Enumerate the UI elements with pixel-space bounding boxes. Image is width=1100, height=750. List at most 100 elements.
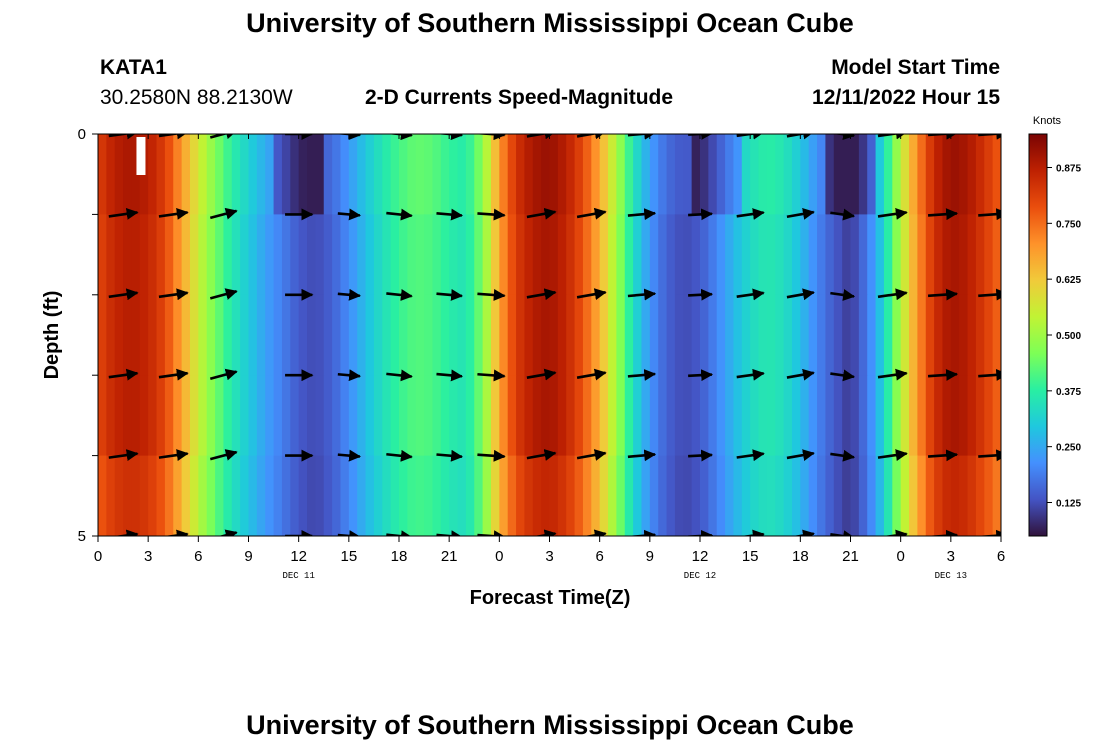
- x-tick-label: 21: [441, 548, 458, 565]
- colorbar-gradient: [1028, 133, 1048, 537]
- heatmap-cell: [691, 294, 701, 376]
- heatmap-cell: [524, 294, 534, 376]
- heatmap-cell: [189, 294, 199, 376]
- heatmap-cell: [482, 375, 492, 457]
- current-arrow: [158, 134, 189, 140]
- heatmap-cell: [934, 455, 944, 536]
- heatmap-cell: [967, 375, 977, 457]
- heatmap-cell: [340, 134, 350, 215]
- heatmap-cell: [415, 214, 425, 296]
- heatmap-cell: [173, 455, 183, 536]
- heatmap-cell: [240, 214, 250, 296]
- heatmap-cell: [415, 455, 425, 536]
- heatmap-cell: [900, 134, 910, 215]
- heatmap-cell: [783, 375, 793, 457]
- heatmap-cell: [164, 134, 174, 215]
- x-tick-label: 0: [495, 548, 503, 565]
- heatmap-cell: [516, 134, 526, 215]
- heatmap-cell: [649, 455, 659, 536]
- heatmap-cell: [139, 294, 149, 376]
- heatmap-cell: [407, 294, 417, 376]
- current-arrow: [576, 449, 607, 461]
- current-arrow: [337, 134, 362, 140]
- heatmap-cell: [708, 294, 718, 376]
- heatmap-cell: [457, 455, 467, 536]
- current-arrow: [108, 207, 139, 220]
- current-arrow: [688, 449, 714, 462]
- heatmap-cell: [975, 294, 985, 376]
- heatmap-cell: [290, 455, 300, 536]
- heatmap-cell: [323, 455, 333, 536]
- heatmap-cell: [867, 375, 877, 457]
- heatmap-cell: [925, 294, 935, 376]
- heatmap-cell: [139, 455, 149, 536]
- heatmap-cell: [641, 375, 651, 457]
- heatmap-cell: [700, 214, 709, 296]
- heatmap-cell: [373, 455, 383, 536]
- heatmap-cell: [323, 294, 333, 376]
- heatmap-cell: [900, 375, 910, 457]
- heatmap-cell: [490, 375, 500, 457]
- heatmap-cell: [298, 214, 308, 296]
- current-arrow: [627, 134, 657, 140]
- heatmap-cell: [164, 375, 174, 457]
- heatmap-cell: [357, 134, 367, 215]
- heatmap-cell: [608, 375, 617, 457]
- current-arrow: [627, 529, 657, 536]
- heatmap-cell: [967, 214, 977, 296]
- current-arrow: [627, 449, 657, 462]
- heatmap-cell: [766, 214, 776, 296]
- x-tick-label: 3: [947, 548, 955, 565]
- heatmap-cell: [674, 455, 684, 536]
- heatmap-cell: [240, 134, 250, 215]
- heatmap-cell: [708, 455, 718, 536]
- heatmap-cell: [683, 294, 693, 376]
- heatmap-cell: [975, 375, 985, 457]
- heatmap-cell: [950, 375, 960, 457]
- current-arrow: [113, 529, 139, 536]
- surface-gap-marker: [136, 137, 146, 175]
- heatmap-cell: [340, 294, 350, 376]
- heatmap-cell: [825, 214, 835, 296]
- heatmap-cell: [808, 455, 818, 536]
- current-arrow: [337, 288, 362, 301]
- heatmap-cell: [490, 214, 500, 296]
- heatmap-cell: [106, 455, 116, 536]
- heatmap-cell: [323, 134, 333, 215]
- heatmap-cell: [499, 214, 509, 296]
- heatmap-cell: [465, 294, 475, 376]
- current-arrow: [337, 208, 362, 221]
- current-arrow: [477, 134, 506, 141]
- heatmap-cell: [666, 134, 676, 215]
- heatmap-cell: [758, 375, 768, 457]
- x-tick-label: 15: [340, 548, 357, 565]
- heatmap-cell: [307, 455, 316, 536]
- heatmap-cell: [892, 375, 902, 457]
- heatmap-cell: [633, 214, 643, 296]
- heatmap-cell: [557, 294, 567, 376]
- heatmap-cell: [315, 375, 325, 457]
- heatmap-cell: [750, 294, 760, 376]
- x-tick-label: 12: [692, 548, 709, 565]
- heatmap-cell: [315, 455, 325, 536]
- current-arrow: [526, 207, 557, 220]
- heatmap-cell: [365, 214, 375, 296]
- heatmap-cell: [758, 294, 768, 376]
- current-arrow: [337, 369, 362, 382]
- heatmap-cell: [499, 375, 509, 457]
- x-tick-label: 12: [290, 548, 307, 565]
- heatmap-cell: [365, 294, 375, 376]
- heatmap-cell: [775, 375, 785, 457]
- heatmap-cell: [549, 375, 559, 457]
- heatmap-cell: [248, 134, 258, 215]
- heatmap-cell: [582, 294, 592, 376]
- heatmap-cell: [164, 294, 174, 376]
- heatmap-cell: [658, 134, 668, 215]
- heatmap-cell: [817, 455, 827, 536]
- heatmap-cell: [532, 214, 542, 296]
- heatmap-cell: [708, 134, 718, 215]
- heatmap-cell: [281, 214, 291, 296]
- current-arrow: [436, 449, 464, 462]
- heatmap-cell: [883, 455, 893, 536]
- heatmap-cell: [440, 134, 450, 215]
